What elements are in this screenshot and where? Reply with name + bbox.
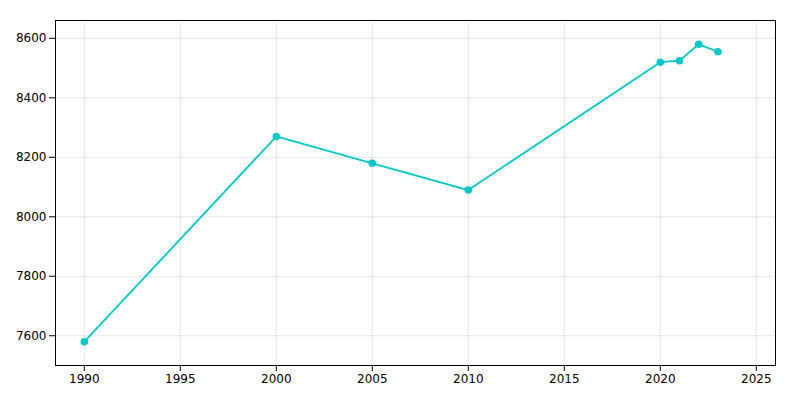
svg-text:7600: 7600 xyxy=(16,329,47,343)
svg-text:1990: 1990 xyxy=(69,372,100,386)
svg-text:1995: 1995 xyxy=(165,372,196,386)
svg-text:2020: 2020 xyxy=(645,372,676,386)
svg-text:2015: 2015 xyxy=(549,372,580,386)
svg-text:2005: 2005 xyxy=(357,372,388,386)
svg-text:8600: 8600 xyxy=(16,31,47,45)
svg-text:2000: 2000 xyxy=(261,372,292,386)
svg-text:8400: 8400 xyxy=(16,91,47,105)
svg-text:2010: 2010 xyxy=(453,372,484,386)
svg-text:2025: 2025 xyxy=(741,372,772,386)
svg-text:7800: 7800 xyxy=(16,269,47,283)
svg-text:8000: 8000 xyxy=(16,210,47,224)
svg-text:8200: 8200 xyxy=(16,150,47,164)
